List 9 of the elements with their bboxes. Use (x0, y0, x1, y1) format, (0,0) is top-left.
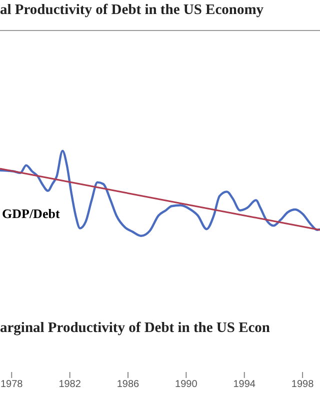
x-tick-label: 1978 (0, 379, 24, 390)
x-tick-label: 1994 (233, 379, 256, 390)
x-tick-label: 1998 (291, 379, 314, 390)
text: arginal Productivity of Debt in the US Econ (0, 320, 270, 337)
x-tick-label: 1982 (58, 379, 82, 390)
y-axis-title: GDP/Debt (2, 206, 60, 222)
x-tick-label: 1990 (175, 379, 198, 390)
x-tick-label: 1986 (116, 379, 140, 390)
chart-title: al Productivity of Debt in the US Economy (0, 2, 320, 31)
